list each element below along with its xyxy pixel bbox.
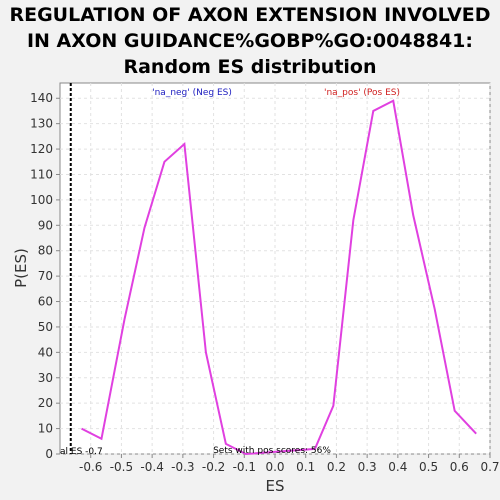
y-tick-label: 10 xyxy=(38,422,53,436)
title-line-2: IN AXON GUIDANCE%GOBP%GO:0048841: xyxy=(26,30,474,52)
x-tick-label: -0.5 xyxy=(110,460,133,474)
y-tick-label: 120 xyxy=(30,142,53,156)
y-tick-label: 20 xyxy=(38,396,53,410)
y-tick-label: 50 xyxy=(38,320,53,334)
pos-scores-annotation: Sets with pos scores: 56% xyxy=(213,446,331,456)
x-tick-label: -0.1 xyxy=(233,460,256,474)
y-tick-label: 90 xyxy=(38,218,53,232)
y-tick-label: 130 xyxy=(30,117,53,131)
x-tick-label: -0.3 xyxy=(171,460,194,474)
x-tick-label: 0.3 xyxy=(358,460,377,474)
y-tick-label: 80 xyxy=(38,244,53,258)
actual-es-label: al ES -0.7 xyxy=(60,447,103,457)
x-tick-label: 0.5 xyxy=(419,460,438,474)
y-tick-label: 110 xyxy=(30,167,53,181)
chart-title: REGULATION OF AXON EXTENSION INVOLVED IN… xyxy=(0,2,500,80)
y-tick-label: 0 xyxy=(45,447,53,461)
x-tick-label: 0.2 xyxy=(327,460,346,474)
x-tick-label: 0.7 xyxy=(480,460,499,474)
x-tick-label: 0.0 xyxy=(265,460,284,474)
x-tick-label: -0.2 xyxy=(202,460,225,474)
title-line-3: Random ES distribution xyxy=(123,56,377,78)
y-tick-label: 30 xyxy=(38,371,53,385)
x-tick-label: 0.4 xyxy=(388,460,407,474)
x-tick-label: 0.1 xyxy=(296,460,315,474)
title-line-1: REGULATION OF AXON EXTENSION INVOLVED xyxy=(9,4,491,26)
y-tick-label: 100 xyxy=(30,193,53,207)
x-axis: -0.6 -0.5 -0.4 -0.3 -0.2 -0.1 0.0 0.1 0.2 0.3 0.4 0… xyxy=(79,454,500,474)
x-tick-label: 0.6 xyxy=(450,460,469,474)
y-axis-title: P(ES) xyxy=(12,248,30,288)
x-tick-label: -0.4 xyxy=(140,460,163,474)
y-tick-label: 60 xyxy=(38,295,53,309)
y-tick-label: 70 xyxy=(38,269,53,283)
y-tick-label: 140 xyxy=(30,91,53,105)
y-tick-label: 40 xyxy=(38,345,53,359)
legend-neg: 'na_neg' (Neg ES) xyxy=(152,88,232,98)
y-axis: 0 10 20 30 40 50 60 70 80 90 100 110 120 130 140 xyxy=(30,91,60,461)
x-axis-title: ES xyxy=(266,477,285,495)
x-tick-label: -0.6 xyxy=(79,460,102,474)
series-line xyxy=(81,99,477,456)
legend-pos: 'na_pos' (Pos ES) xyxy=(324,88,400,98)
